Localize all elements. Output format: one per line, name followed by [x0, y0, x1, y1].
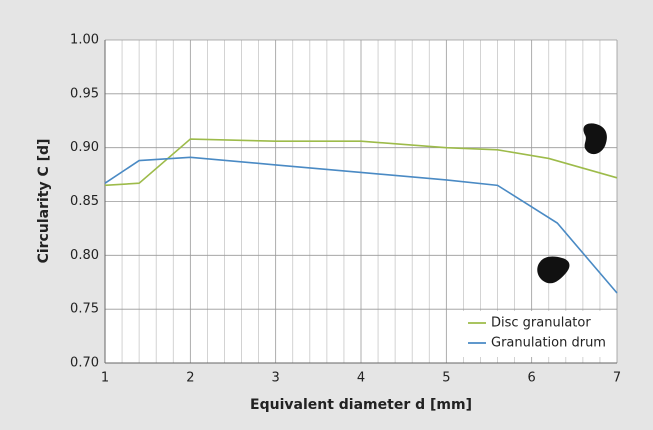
y-tick-label: 0.80 — [70, 248, 99, 263]
y-tick-label: 0.95 — [70, 86, 99, 101]
x-tick-label: 7 — [613, 371, 621, 386]
data-line — [104, 156, 618, 294]
y-tick-label: 0.70 — [70, 356, 99, 371]
legend-label: Granulation drum — [491, 336, 606, 351]
x-tick-label: 5 — [442, 371, 450, 386]
y-tick-label: 1.00 — [70, 33, 99, 48]
legend — [463, 311, 615, 357]
y-axis-label: Circularity C [d] — [36, 139, 52, 264]
particle-icon — [537, 256, 570, 284]
x-tick-label: 2 — [186, 371, 194, 386]
x-tick-label: 6 — [528, 371, 536, 386]
data-line — [104, 138, 618, 187]
y-tick-label: 0.90 — [70, 140, 99, 155]
x-tick-label: 3 — [272, 371, 280, 386]
y-tick-label: 0.75 — [70, 302, 99, 317]
legend-label: Disc granulator — [491, 316, 591, 331]
y-tick-label: 0.85 — [70, 194, 99, 209]
x-axis-label: Equivalent diameter d [mm] — [250, 397, 472, 413]
particle-icon — [583, 123, 607, 155]
x-tick-label: 1 — [101, 371, 109, 386]
x-tick-label: 4 — [357, 371, 365, 386]
